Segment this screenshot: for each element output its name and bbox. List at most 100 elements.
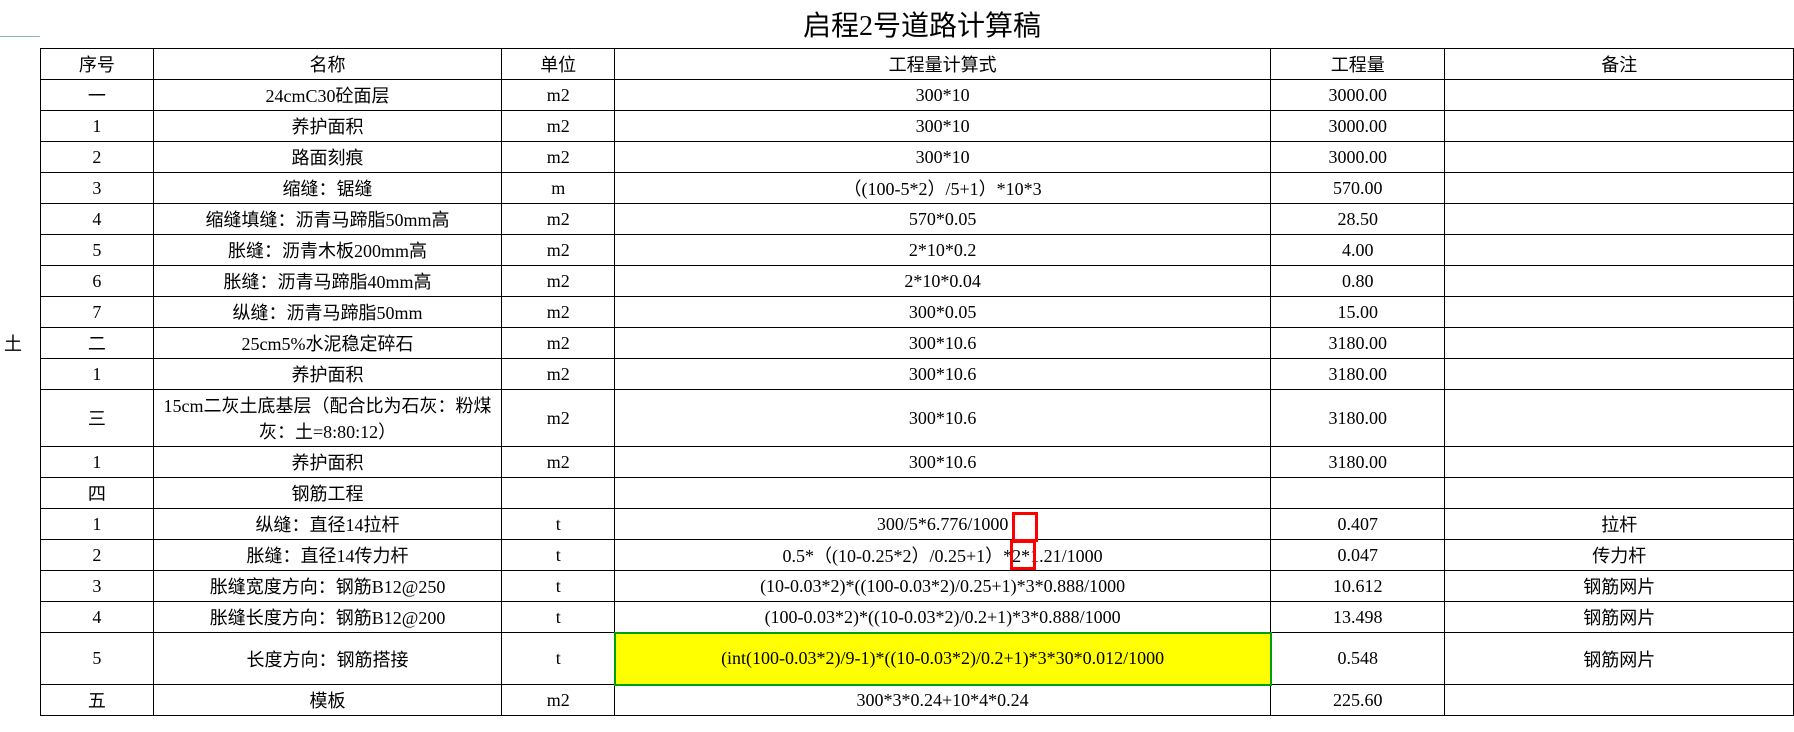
- table-row: 2路面刻痕m2300*103000.00: [41, 142, 1794, 173]
- cell-serial: 2: [41, 540, 154, 571]
- cell-serial: 6: [41, 266, 154, 297]
- table-row: 一24cmC30砼面层m2300*103000.00: [41, 80, 1794, 111]
- table-row: 7纵缝：沥青马蹄脂50mmm2300*0.0515.00: [41, 297, 1794, 328]
- cell-unit: t: [502, 571, 615, 602]
- cell-unit: m2: [502, 447, 615, 478]
- cell-remark: [1445, 359, 1794, 390]
- cell-quantity: 0.407: [1271, 509, 1445, 540]
- cell-remark: 钢筋网片: [1445, 571, 1794, 602]
- cell-unit: m: [502, 173, 615, 204]
- table-row: 1养护面积m2300*10.63180.00: [41, 447, 1794, 478]
- cell-quantity: 3000.00: [1271, 111, 1445, 142]
- table-body: 一24cmC30砼面层m2300*103000.001养护面积m2300*103…: [41, 80, 1794, 716]
- document-container: 土 启程2号道路计算稿 序号 名称 单位 工程量计算式 工程量 备注 一24cm…: [0, 0, 1794, 716]
- cell-formula: 300*10.6: [615, 390, 1271, 447]
- cell-unit: m2: [502, 390, 615, 447]
- cell-formula: 300*10: [615, 111, 1271, 142]
- cell-formula: 300*3*0.24+10*4*0.24: [615, 685, 1271, 716]
- cell-quantity: 15.00: [1271, 297, 1445, 328]
- header-unit: 单位: [502, 49, 615, 80]
- cell-name: 胀缝：沥青木板200mm高: [153, 235, 502, 266]
- header-formula: 工程量计算式: [615, 49, 1271, 80]
- cell-serial: 二: [41, 328, 154, 359]
- cell-name: 养护面积: [153, 359, 502, 390]
- table-row: 3缩缝：锯缝m（(100-5*2）/5+1）*10*3570.00: [41, 173, 1794, 204]
- cell-name: 纵缝：沥青马蹄脂50mm: [153, 297, 502, 328]
- cell-name: 养护面积: [153, 447, 502, 478]
- cell-formula: 300*10: [615, 142, 1271, 173]
- cell-quantity: 0.548: [1271, 633, 1445, 685]
- cell-quantity: 225.60: [1271, 685, 1445, 716]
- cell-serial: 一: [41, 80, 154, 111]
- table-row: 4胀缝长度方向：钢筋B12@200t(100-0.03*2)*((10-0.03…: [41, 602, 1794, 633]
- cell-remark: 钢筋网片: [1445, 633, 1794, 685]
- cell-unit: m2: [502, 266, 615, 297]
- cell-unit: t: [502, 633, 615, 685]
- page-edge-marker: [0, 36, 40, 37]
- cell-serial: 五: [41, 685, 154, 716]
- cell-quantity: 0.047: [1271, 540, 1445, 571]
- cell-remark: [1445, 390, 1794, 447]
- cell-quantity: 0.80: [1271, 266, 1445, 297]
- cell-remark: [1445, 478, 1794, 509]
- cell-quantity: 3180.00: [1271, 359, 1445, 390]
- cell-serial: 三: [41, 390, 154, 447]
- cell-name: 25cm5%水泥稳定碎石: [153, 328, 502, 359]
- cell-formula: (10-0.03*2)*((100-0.03*2)/0.25+1)*3*0.88…: [615, 571, 1271, 602]
- cell-serial: 4: [41, 204, 154, 235]
- cell-serial: 2: [41, 142, 154, 173]
- table-row: 三15cm二灰土底基层（配合比为石灰：粉煤灰：土=8:80:12）m2300*1…: [41, 390, 1794, 447]
- header-serial: 序号: [41, 49, 154, 80]
- cell-formula: [615, 478, 1271, 509]
- cell-remark: 拉杆: [1445, 509, 1794, 540]
- header-quantity: 工程量: [1271, 49, 1445, 80]
- cell-name: 缩缝填缝：沥青马蹄脂50mm高: [153, 204, 502, 235]
- cell-unit: m2: [502, 359, 615, 390]
- cell-name: 养护面积: [153, 111, 502, 142]
- cell-unit: m2: [502, 204, 615, 235]
- cell-quantity: 3000.00: [1271, 142, 1445, 173]
- cell-remark: [1445, 111, 1794, 142]
- cell-serial: 1: [41, 447, 154, 478]
- cell-serial: 4: [41, 602, 154, 633]
- cell-serial: 四: [41, 478, 154, 509]
- cell-remark: [1445, 297, 1794, 328]
- table-row: 4缩缝填缝：沥青马蹄脂50mm高m2570*0.0528.50: [41, 204, 1794, 235]
- header-remark: 备注: [1445, 49, 1794, 80]
- cell-formula: 2*10*0.04: [615, 266, 1271, 297]
- cell-remark: [1445, 173, 1794, 204]
- cell-formula: 570*0.05: [615, 204, 1271, 235]
- cell-remark: [1445, 235, 1794, 266]
- cell-quantity: 13.498: [1271, 602, 1445, 633]
- table-header-row: 序号 名称 单位 工程量计算式 工程量 备注: [41, 49, 1794, 80]
- cell-serial: 7: [41, 297, 154, 328]
- table-row: 二25cm5%水泥稳定碎石m2300*10.63180.00: [41, 328, 1794, 359]
- cell-quantity: [1271, 478, 1445, 509]
- header-name: 名称: [153, 49, 502, 80]
- cell-formula: 300*10.6: [615, 328, 1271, 359]
- table-row: 5长度方向：钢筋搭接t(int(100-0.03*2)/9-1)*((10-0.…: [41, 633, 1794, 685]
- cell-unit: m2: [502, 111, 615, 142]
- cell-quantity: 3180.00: [1271, 390, 1445, 447]
- cell-formula: (100-0.03*2)*((10-0.03*2)/0.2+1)*3*0.888…: [615, 602, 1271, 633]
- cell-serial: 3: [41, 173, 154, 204]
- table-row: 5胀缝：沥青木板200mm高m22*10*0.24.00: [41, 235, 1794, 266]
- cell-name: 路面刻痕: [153, 142, 502, 173]
- cell-formula: 300*10: [615, 80, 1271, 111]
- cell-remark: [1445, 80, 1794, 111]
- cell-remark: [1445, 447, 1794, 478]
- cell-formula: 300/5*6.776/1000: [615, 509, 1271, 540]
- cell-formula: 300*10.6: [615, 359, 1271, 390]
- cell-unit: m2: [502, 235, 615, 266]
- cell-unit: m2: [502, 685, 615, 716]
- cell-name: 模板: [153, 685, 502, 716]
- cell-quantity: 4.00: [1271, 235, 1445, 266]
- cell-formula: 300*0.05: [615, 297, 1271, 328]
- cell-unit: m2: [502, 328, 615, 359]
- cell-name: 胀缝宽度方向：钢筋B12@250: [153, 571, 502, 602]
- cell-serial: 1: [41, 111, 154, 142]
- table-row: 四钢筋工程: [41, 478, 1794, 509]
- cell-quantity: 3000.00: [1271, 80, 1445, 111]
- cell-remark: [1445, 328, 1794, 359]
- cell-unit: [502, 478, 615, 509]
